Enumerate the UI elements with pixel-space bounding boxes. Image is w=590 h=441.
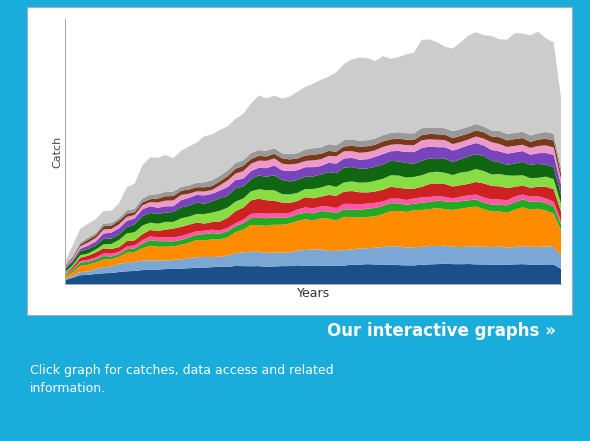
Y-axis label: Catch: Catch (52, 135, 62, 168)
X-axis label: Years: Years (297, 287, 330, 300)
Text: Our interactive graphs »: Our interactive graphs » (327, 322, 556, 340)
Text: Click graph for catches, data access and related
information.: Click graph for catches, data access and… (30, 364, 333, 395)
